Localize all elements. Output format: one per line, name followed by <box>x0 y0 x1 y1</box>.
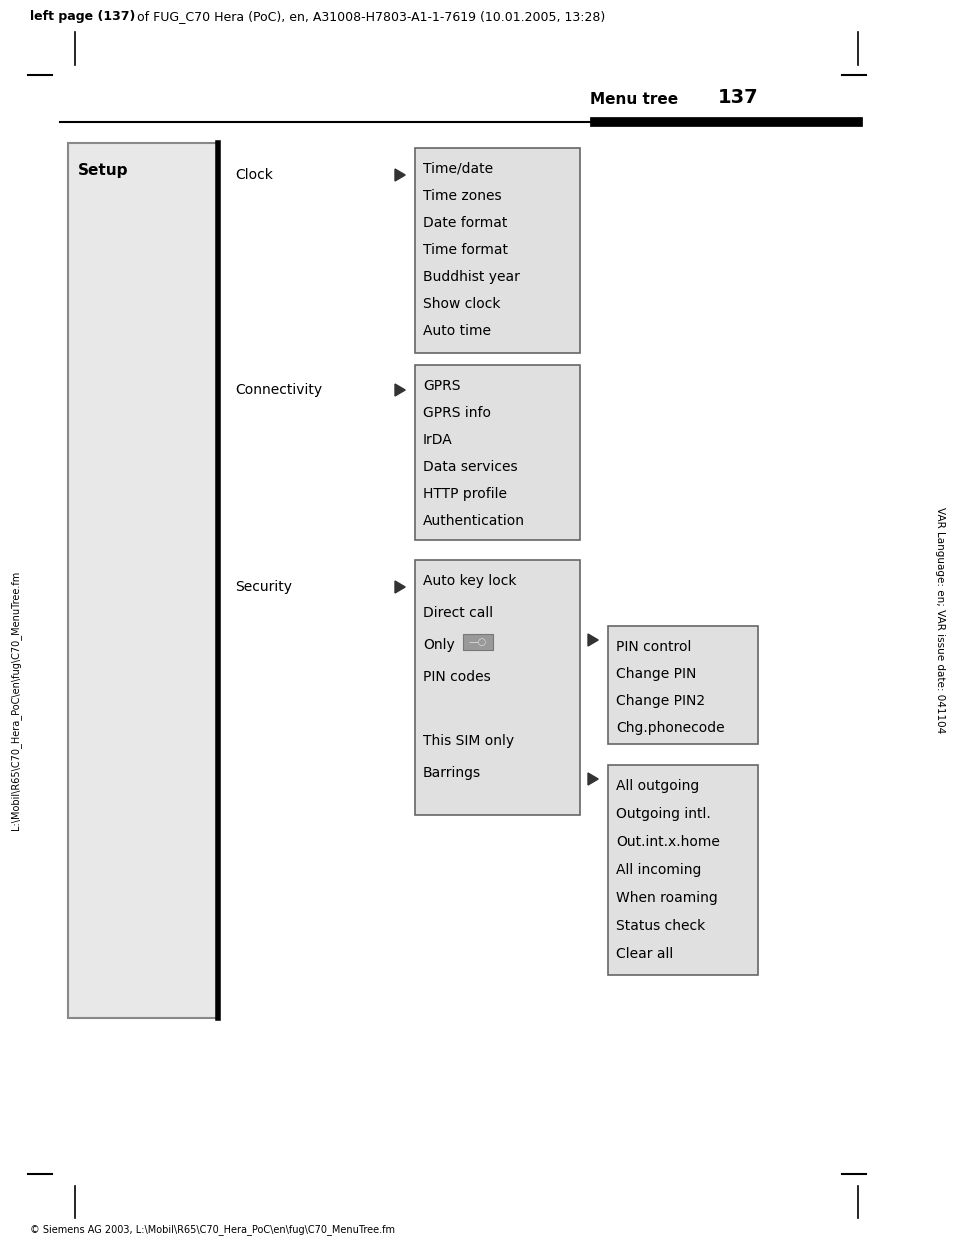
Text: VAR Language: en; VAR issue date: 041104: VAR Language: en; VAR issue date: 041104 <box>934 507 944 733</box>
Text: Out.int.x.home: Out.int.x.home <box>616 835 720 849</box>
Text: Date format: Date format <box>422 216 507 231</box>
Text: Direct call: Direct call <box>422 606 493 621</box>
Text: Menu tree: Menu tree <box>589 92 678 107</box>
Text: Auto time: Auto time <box>422 324 491 338</box>
Text: Show clock: Show clock <box>422 297 500 312</box>
Text: Buddhist year: Buddhist year <box>422 270 519 284</box>
Text: When roaming: When roaming <box>616 891 717 905</box>
Text: —○: —○ <box>468 637 487 647</box>
Text: Only: Only <box>422 638 455 652</box>
Text: IrDA: IrDA <box>422 434 453 447</box>
Polygon shape <box>395 384 405 396</box>
Text: This SIM only: This SIM only <box>422 734 514 748</box>
Text: HTTP profile: HTTP profile <box>422 487 506 501</box>
Bar <box>415 559 579 815</box>
Bar <box>462 634 493 650</box>
Text: Change PIN2: Change PIN2 <box>616 694 704 708</box>
Polygon shape <box>587 634 598 645</box>
Text: All incoming: All incoming <box>616 863 700 877</box>
Text: Authentication: Authentication <box>422 515 524 528</box>
Text: Chg.phonecode: Chg.phonecode <box>616 721 724 735</box>
Bar <box>607 765 758 976</box>
Polygon shape <box>587 773 598 785</box>
Text: Security: Security <box>234 579 292 594</box>
Text: Outgoing intl.: Outgoing intl. <box>616 807 710 821</box>
Text: Status check: Status check <box>616 920 704 933</box>
Text: of FUG_C70 Hera (PoC), en, A31008-H7803-A1-1-7619 (10.01.2005, 13:28): of FUG_C70 Hera (PoC), en, A31008-H7803-… <box>132 10 604 22</box>
Polygon shape <box>395 169 405 181</box>
Text: Barrings: Barrings <box>422 766 480 780</box>
Text: PIN codes: PIN codes <box>422 670 490 684</box>
Text: GPRS: GPRS <box>422 379 460 392</box>
Text: 137: 137 <box>718 88 758 107</box>
Text: Setup: Setup <box>78 163 129 178</box>
Text: All outgoing: All outgoing <box>616 779 699 792</box>
Text: PIN control: PIN control <box>616 640 691 654</box>
Bar <box>68 143 218 1018</box>
Text: Time/date: Time/date <box>422 162 493 176</box>
Bar <box>415 148 579 353</box>
Bar <box>607 625 758 744</box>
Text: Clock: Clock <box>234 168 273 182</box>
Text: Time format: Time format <box>422 243 507 257</box>
Polygon shape <box>395 581 405 593</box>
Text: Connectivity: Connectivity <box>234 383 322 397</box>
Text: Auto key lock: Auto key lock <box>422 574 516 588</box>
Bar <box>415 365 579 540</box>
Text: Clear all: Clear all <box>616 947 673 961</box>
Text: Data services: Data services <box>422 460 517 473</box>
Text: Time zones: Time zones <box>422 189 501 203</box>
Text: Change PIN: Change PIN <box>616 667 696 682</box>
Text: GPRS info: GPRS info <box>422 406 491 420</box>
Text: L:\Mobil\R65\C70_Hera_PoC\en\fug\C70_MenuTree.fm: L:\Mobil\R65\C70_Hera_PoC\en\fug\C70_Men… <box>10 571 21 830</box>
Text: left page (137): left page (137) <box>30 10 135 22</box>
Text: © Siemens AG 2003, L:\Mobil\R65\C70_Hera_PoC\en\fug\C70_MenuTree.fm: © Siemens AG 2003, L:\Mobil\R65\C70_Hera… <box>30 1224 395 1235</box>
